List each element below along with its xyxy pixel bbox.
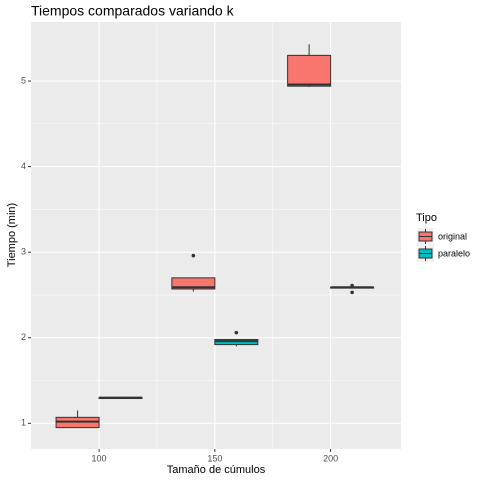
outlier [350, 283, 354, 288]
x-tick-label: 150 [207, 453, 222, 463]
box [287, 54, 332, 87]
y-tick-label: 5 [21, 75, 26, 85]
legend-title: Tipo [416, 212, 437, 224]
panel-background [31, 22, 401, 449]
chart-title: Tiempos comparados variando k [31, 3, 235, 19]
y-axis-label: Tiempo (min) [6, 203, 18, 267]
x-tick-label: 100 [92, 453, 107, 463]
box [171, 277, 216, 290]
y-tick-label: 3 [21, 247, 26, 257]
outlier [234, 330, 239, 335]
legend-label: original [438, 231, 467, 241]
y-tick-label: 1 [21, 418, 26, 428]
y-tick-label: 4 [21, 161, 26, 171]
y-tick-label: 2 [21, 332, 26, 342]
x-axis-label: Tamaño de cúmulos [167, 464, 266, 476]
legend-label: paralelo [438, 248, 470, 258]
outlier [350, 290, 354, 295]
outlier [191, 253, 196, 258]
x-tick-label: 200 [323, 453, 338, 463]
